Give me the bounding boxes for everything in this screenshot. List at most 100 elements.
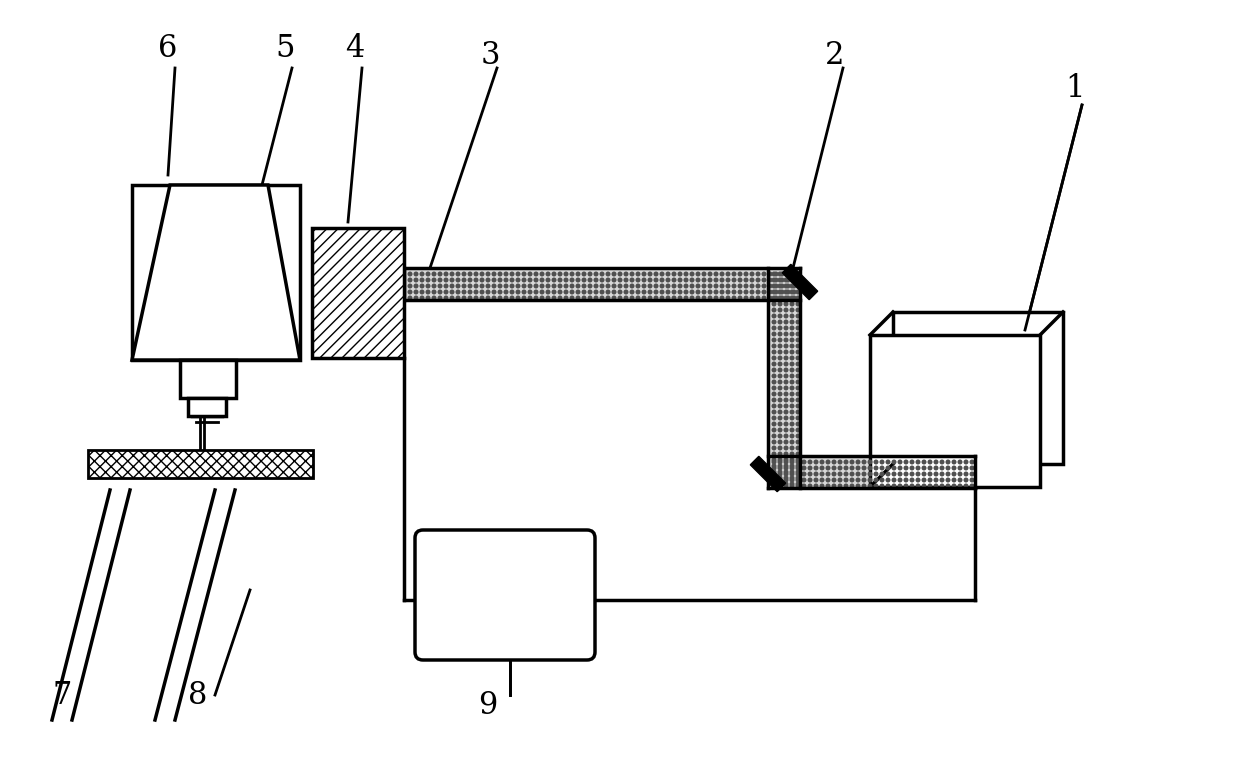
Circle shape	[787, 272, 789, 276]
Circle shape	[922, 472, 926, 475]
Circle shape	[784, 434, 788, 438]
Circle shape	[922, 479, 926, 482]
Circle shape	[522, 290, 525, 294]
Circle shape	[869, 460, 872, 464]
Circle shape	[564, 278, 567, 282]
Circle shape	[726, 272, 730, 276]
Circle shape	[673, 284, 675, 288]
Circle shape	[784, 440, 788, 443]
Circle shape	[916, 484, 919, 488]
Circle shape	[778, 460, 782, 464]
Circle shape	[928, 472, 932, 475]
Circle shape	[778, 464, 782, 468]
Circle shape	[784, 447, 788, 450]
Circle shape	[703, 284, 706, 288]
Circle shape	[408, 284, 411, 288]
Circle shape	[606, 278, 610, 282]
Circle shape	[624, 290, 628, 294]
Circle shape	[958, 466, 961, 470]
Circle shape	[559, 284, 561, 288]
Circle shape	[790, 351, 794, 354]
Circle shape	[790, 452, 794, 456]
Circle shape	[797, 296, 800, 299]
Circle shape	[826, 484, 830, 488]
Circle shape	[778, 332, 782, 336]
Circle shape	[797, 440, 800, 443]
Bar	[893, 312, 1063, 464]
Circle shape	[546, 272, 550, 276]
Circle shape	[534, 290, 538, 294]
Circle shape	[790, 368, 794, 372]
Circle shape	[778, 422, 782, 426]
Circle shape	[582, 296, 586, 299]
Circle shape	[475, 296, 478, 299]
Circle shape	[678, 272, 681, 276]
Circle shape	[582, 278, 586, 282]
Circle shape	[970, 472, 974, 475]
Circle shape	[582, 284, 586, 288]
Circle shape	[778, 278, 782, 282]
Circle shape	[790, 472, 794, 475]
Circle shape	[797, 368, 800, 372]
Circle shape	[970, 484, 974, 488]
Circle shape	[862, 484, 866, 488]
Circle shape	[684, 272, 688, 276]
Circle shape	[922, 460, 926, 464]
Circle shape	[432, 272, 436, 276]
Circle shape	[690, 278, 694, 282]
Circle shape	[618, 284, 622, 288]
Circle shape	[958, 460, 961, 464]
Circle shape	[772, 386, 776, 390]
Circle shape	[790, 447, 794, 450]
Circle shape	[528, 296, 532, 299]
Circle shape	[772, 470, 776, 474]
Circle shape	[916, 472, 919, 475]
Circle shape	[703, 296, 706, 299]
Circle shape	[778, 386, 782, 390]
Circle shape	[690, 296, 694, 299]
Circle shape	[844, 484, 847, 488]
Circle shape	[880, 466, 883, 470]
Circle shape	[408, 296, 411, 299]
Circle shape	[947, 484, 950, 488]
Circle shape	[790, 440, 794, 443]
Circle shape	[778, 368, 782, 372]
Circle shape	[492, 290, 496, 294]
Circle shape	[778, 296, 782, 299]
Circle shape	[904, 484, 908, 488]
Circle shape	[618, 296, 622, 299]
Circle shape	[820, 479, 824, 482]
Circle shape	[462, 278, 466, 282]
Circle shape	[797, 447, 800, 450]
Circle shape	[790, 290, 794, 294]
Circle shape	[570, 290, 574, 294]
Circle shape	[750, 278, 753, 282]
Circle shape	[667, 290, 670, 294]
Circle shape	[787, 296, 789, 299]
Circle shape	[690, 272, 694, 276]
Circle shape	[869, 466, 872, 470]
Circle shape	[797, 458, 800, 462]
Circle shape	[790, 464, 794, 468]
Circle shape	[784, 362, 788, 366]
Circle shape	[750, 272, 753, 276]
Circle shape	[772, 466, 776, 470]
Circle shape	[790, 386, 794, 390]
Circle shape	[667, 278, 670, 282]
Circle shape	[862, 479, 866, 482]
Circle shape	[696, 284, 700, 288]
Circle shape	[772, 380, 776, 384]
Circle shape	[802, 460, 805, 464]
Circle shape	[772, 458, 776, 462]
Circle shape	[784, 272, 788, 276]
Circle shape	[778, 447, 782, 450]
Circle shape	[797, 470, 800, 474]
Circle shape	[772, 362, 776, 366]
Circle shape	[522, 296, 525, 299]
Circle shape	[570, 272, 574, 276]
Circle shape	[636, 296, 639, 299]
Circle shape	[875, 466, 877, 470]
Circle shape	[892, 472, 896, 475]
Circle shape	[833, 472, 836, 475]
Circle shape	[886, 460, 890, 464]
